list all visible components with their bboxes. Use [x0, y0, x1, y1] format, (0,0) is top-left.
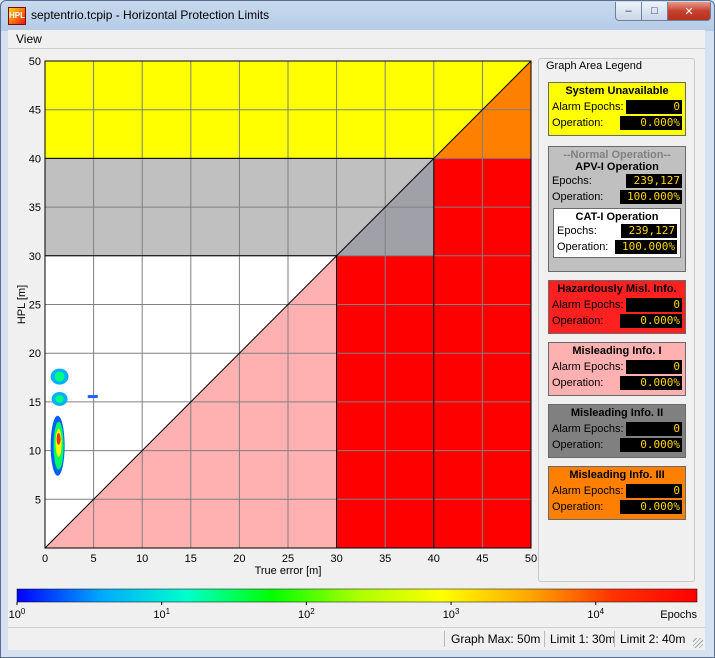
legend-mi2-title: Misleading Info. II	[570, 407, 664, 419]
y-axis-label: HPL [m]	[16, 285, 28, 324]
density-blob	[55, 394, 64, 403]
alarm-epochs-label: Alarm Epochs:	[552, 423, 624, 435]
status-limit2: Limit 2: 40m	[620, 632, 686, 646]
cat-epochs-value: 239,127	[621, 224, 677, 238]
cat-epochs-label: Epochs:	[557, 225, 597, 237]
legend-apv-title: APV-I Operation	[575, 161, 659, 173]
y-tick-label: 5	[35, 494, 41, 506]
density-blob	[54, 371, 65, 382]
legend-hmi-title: Hazardously Misl. Info.	[557, 283, 677, 295]
legend-cat-box: CAT-I Operation Epochs: 239,127 Operation…	[553, 208, 681, 258]
operation-label: Operation:	[552, 501, 604, 513]
x-tick-label: 45	[476, 553, 488, 565]
apv-operation-label: Operation:	[552, 191, 604, 203]
y-tick-label: 50	[29, 56, 41, 68]
app-icon: HPL	[8, 7, 26, 25]
legend-title: Graph Area Legend	[544, 60, 645, 72]
operation-label: Operation:	[552, 117, 604, 129]
operation-label: Operation:	[552, 377, 604, 389]
title-bar[interactable]: HPL septentrio.tcpip - Horizontal Protec…	[1, 1, 714, 29]
operation-value: 0.000%	[620, 438, 682, 452]
menu-view[interactable]: View	[16, 32, 42, 46]
alarm-epochs-value: 0	[626, 360, 682, 374]
y-tick-label: 10	[29, 446, 41, 458]
operation-value: 0.000%	[620, 116, 682, 130]
colorbar-tick-label: 104	[587, 607, 604, 621]
legend-mi1: Misleading Info. I Alarm Epochs: 0 Operat…	[548, 342, 686, 396]
alarm-epochs-label: Alarm Epochs:	[552, 485, 624, 497]
y-tick-label: 15	[29, 397, 41, 409]
y-tick-label: 30	[29, 251, 41, 263]
legend-hmi: Hazardously Misl. Info. Alarm Epochs: 0 O…	[548, 280, 686, 334]
y-tick-label: 45	[29, 105, 41, 117]
alarm-epochs-label: Alarm Epochs:	[552, 101, 624, 113]
colorbar-tick-label: 100	[9, 607, 26, 621]
window-title: septentrio.tcpip - Horizontal Protection…	[31, 8, 270, 22]
operation-label: Operation:	[552, 315, 604, 327]
x-tick-label: 35	[379, 553, 391, 565]
x-tick-label: 5	[91, 553, 97, 565]
colorbar	[16, 588, 698, 603]
colorbar-tick-label: 102	[298, 607, 315, 621]
apv-operation-value: 100.000%	[620, 190, 682, 204]
close-button[interactable]: ✕	[667, 2, 711, 21]
y-tick-label: 25	[29, 300, 41, 312]
legend-system-unavailable-title: System Unavailable	[565, 85, 669, 97]
x-tick-label: 25	[282, 553, 294, 565]
colorbar-tick-label: 101	[153, 607, 170, 621]
x-tick-label: 10	[136, 553, 148, 565]
legend-group	[538, 58, 695, 582]
cat-operation-value: 100.000%	[615, 240, 677, 254]
x-tick-label: 30	[330, 553, 342, 565]
legend-cat-title: CAT-I Operation	[575, 211, 659, 223]
legend-normal-operation-title: --Normal Operation--	[563, 149, 671, 161]
alarm-epochs-label: Alarm Epochs:	[552, 361, 624, 373]
status-graph-max: Graph Max: 50m	[451, 632, 541, 646]
resize-grip[interactable]	[693, 638, 703, 648]
operation-value: 0.000%	[620, 500, 682, 514]
density-blob	[87, 395, 98, 399]
plot-border	[44, 60, 532, 549]
status-limit1: Limit 1: 30m	[550, 632, 616, 646]
y-tick-label: 35	[29, 202, 41, 214]
status-bar: Graph Max: 50m Limit 1: 30m Limit 2: 40m	[8, 627, 705, 650]
x-tick-label: 0	[42, 553, 48, 565]
operation-label: Operation:	[552, 439, 604, 451]
y-tick-label: 20	[29, 348, 41, 360]
alarm-epochs-label: Alarm Epochs:	[552, 299, 624, 311]
legend-mi2: Misleading Info. II Alarm Epochs: 0 Opera…	[548, 404, 686, 458]
operation-value: 0.000%	[620, 314, 682, 328]
operation-value: 0.000%	[620, 376, 682, 390]
legend-mi3: Misleading Info. III Alarm Epochs: 0 Oper…	[548, 466, 686, 520]
alarm-epochs-value: 0	[626, 100, 682, 114]
legend-mi3-title: Misleading Info. III	[569, 469, 665, 481]
alarm-epochs-value: 0	[626, 484, 682, 498]
y-tick-label: 40	[29, 153, 41, 165]
alarm-epochs-value: 0	[626, 298, 682, 312]
legend-system-unavailable: System Unavailable Alarm Epochs: 0 Operat…	[548, 82, 686, 136]
legend-normal-operation: --Normal Operation-- APV-I Operation Epo…	[548, 146, 686, 272]
legend-mi1-title: Misleading Info. I	[572, 345, 662, 357]
x-tick-label: 50	[525, 553, 537, 565]
cat-operation-label: Operation:	[557, 241, 609, 253]
alarm-epochs-value: 0	[626, 422, 682, 436]
x-tick-label: 20	[233, 553, 245, 565]
apv-epochs-label: Epochs:	[552, 175, 592, 187]
colorbar-tick-label: 103	[443, 607, 460, 621]
x-tick-label: 40	[428, 553, 440, 565]
colorbar-unit-label: Epochs	[660, 609, 697, 621]
diagonal-line	[44, 60, 532, 549]
x-axis-label: True error [m]	[255, 565, 322, 577]
density-blob	[56, 432, 61, 445]
apv-epochs-value: 239,127	[626, 174, 682, 188]
x-tick-label: 15	[185, 553, 197, 565]
menu-bar: View	[8, 30, 705, 49]
